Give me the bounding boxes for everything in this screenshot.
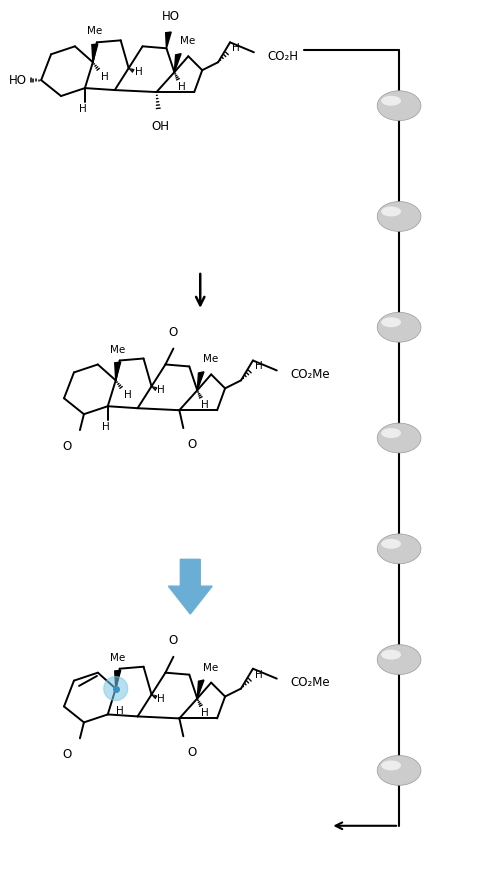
Text: H: H bbox=[232, 44, 240, 53]
Ellipse shape bbox=[377, 202, 421, 231]
Text: H: H bbox=[79, 104, 87, 114]
Text: O: O bbox=[169, 325, 178, 339]
Polygon shape bbox=[174, 53, 181, 72]
Ellipse shape bbox=[381, 317, 401, 327]
Text: O: O bbox=[187, 746, 196, 759]
Ellipse shape bbox=[377, 312, 421, 342]
Text: HO: HO bbox=[161, 11, 180, 23]
Text: CO₂Me: CO₂Me bbox=[291, 677, 330, 689]
Text: H: H bbox=[102, 422, 109, 432]
Text: H: H bbox=[116, 707, 123, 717]
Text: H: H bbox=[101, 72, 108, 82]
Text: H: H bbox=[201, 400, 209, 410]
Text: O: O bbox=[63, 440, 72, 453]
Polygon shape bbox=[115, 362, 120, 380]
Polygon shape bbox=[197, 680, 204, 699]
Ellipse shape bbox=[381, 96, 401, 106]
Ellipse shape bbox=[381, 539, 401, 549]
Polygon shape bbox=[197, 372, 204, 390]
Text: H: H bbox=[179, 82, 186, 92]
Text: HO: HO bbox=[9, 74, 27, 86]
Polygon shape bbox=[168, 559, 212, 614]
Ellipse shape bbox=[377, 645, 421, 675]
Text: CO₂Me: CO₂Me bbox=[291, 368, 330, 380]
Text: Me: Me bbox=[87, 27, 102, 36]
Text: Me: Me bbox=[110, 345, 125, 355]
Ellipse shape bbox=[377, 423, 421, 453]
Text: H: H bbox=[134, 68, 143, 77]
Ellipse shape bbox=[381, 428, 401, 438]
Text: H: H bbox=[157, 385, 165, 396]
Ellipse shape bbox=[377, 534, 421, 564]
Text: Me: Me bbox=[203, 662, 218, 673]
Text: H: H bbox=[124, 390, 132, 400]
Text: O: O bbox=[187, 438, 196, 451]
Text: O: O bbox=[63, 749, 72, 761]
Ellipse shape bbox=[381, 760, 401, 771]
Text: Me: Me bbox=[110, 653, 125, 662]
Text: OH: OH bbox=[152, 120, 169, 132]
Circle shape bbox=[104, 677, 128, 701]
Text: H: H bbox=[201, 709, 209, 718]
Text: H: H bbox=[255, 362, 263, 372]
Polygon shape bbox=[115, 670, 120, 689]
Text: Me: Me bbox=[203, 355, 218, 364]
Text: H: H bbox=[157, 693, 165, 703]
Ellipse shape bbox=[381, 206, 401, 216]
Text: Me: Me bbox=[180, 36, 195, 46]
Ellipse shape bbox=[381, 650, 401, 660]
Polygon shape bbox=[166, 32, 171, 48]
Ellipse shape bbox=[377, 91, 421, 121]
Text: O: O bbox=[169, 634, 178, 647]
Text: CO₂H: CO₂H bbox=[268, 50, 299, 63]
Text: H: H bbox=[255, 669, 263, 680]
Ellipse shape bbox=[377, 756, 421, 785]
Polygon shape bbox=[92, 44, 98, 62]
